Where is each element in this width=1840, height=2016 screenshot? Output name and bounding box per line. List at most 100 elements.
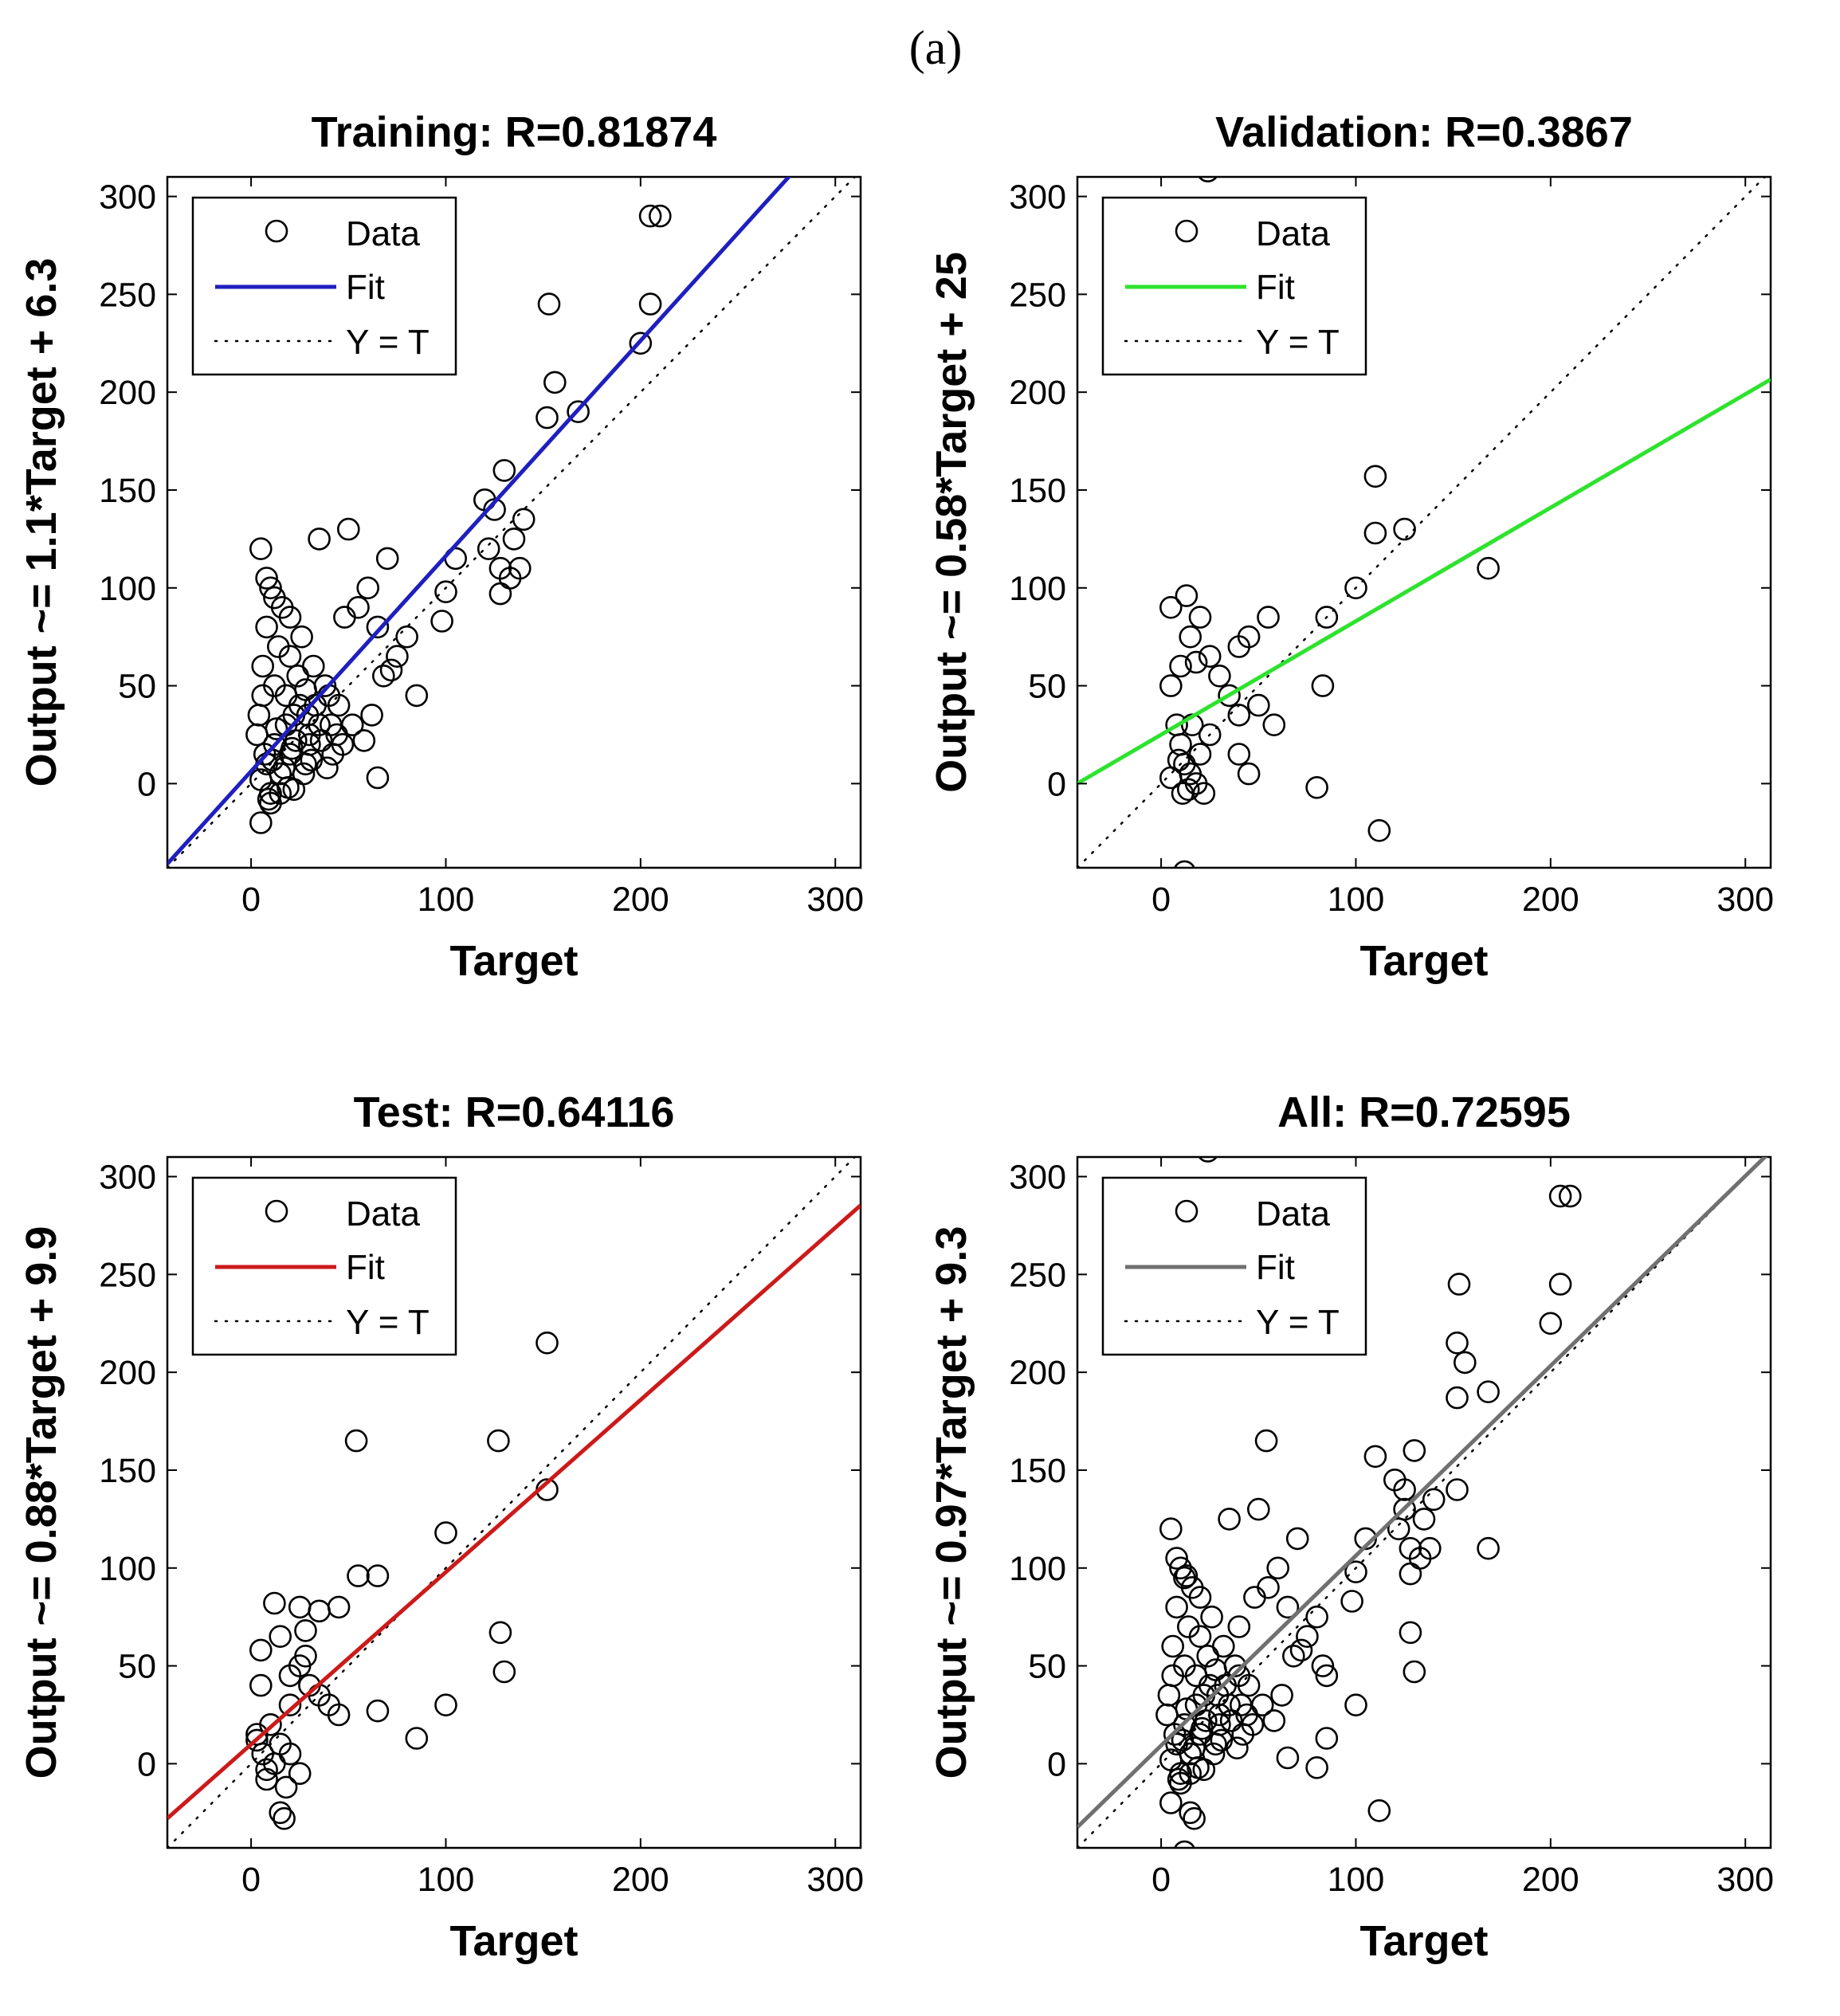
y-tick-label: 200 [1009, 374, 1066, 412]
data-point [1393, 517, 1416, 541]
chart-title: All: R=0.72595 [1277, 1088, 1571, 1136]
chart-training: Training: R=0.81874 0 100 200 300 0 50 100 150 20… [18, 108, 864, 985]
data-point [1159, 1791, 1183, 1814]
data-point [1241, 1713, 1265, 1736]
data-point [1227, 743, 1251, 766]
data-point [273, 1806, 296, 1830]
data-point [245, 1728, 269, 1752]
data-point [543, 371, 567, 394]
data-point [405, 684, 429, 708]
data-point [1188, 606, 1212, 629]
data-point [1226, 1736, 1249, 1759]
y-tick-label: 300 [99, 178, 156, 217]
data-point [269, 762, 292, 786]
data-point [1161, 1634, 1184, 1658]
data-point [1198, 645, 1222, 669]
data-point [477, 537, 500, 561]
data-point [1184, 650, 1208, 674]
data-point [567, 400, 590, 424]
data-point [1214, 1673, 1237, 1697]
y-axis-label: Output ~= 0.88*Target + 9.9 [18, 1226, 65, 1779]
chart-title: Training: R=0.81874 [312, 108, 717, 156]
data-point [336, 517, 360, 541]
data-point [1161, 1664, 1184, 1688]
data-point [263, 1591, 286, 1615]
data-point [1393, 1497, 1416, 1521]
x-tick-label: 100 [418, 1861, 475, 1899]
data-point [1363, 1445, 1387, 1469]
legend-entry-label: Data [346, 214, 420, 253]
data-point [1315, 1664, 1339, 1688]
data-point [1548, 1184, 1572, 1208]
data-point [1218, 1508, 1241, 1531]
data-point [331, 732, 355, 756]
identity-line [167, 1157, 857, 1848]
data-point [249, 537, 273, 561]
data-point [294, 1619, 317, 1642]
data-point [1446, 1332, 1469, 1355]
data-point [1344, 1560, 1367, 1583]
x-tick-label: 100 [1328, 1861, 1385, 1899]
data-point [1315, 1727, 1339, 1750]
data-point [1208, 1713, 1231, 1736]
y-tick-label: 250 [1009, 276, 1066, 314]
data-point [1363, 521, 1387, 545]
data-point [1311, 1654, 1335, 1677]
data-point [1344, 576, 1367, 600]
data-point [1218, 684, 1241, 708]
data-point [1179, 1762, 1202, 1785]
data-point [308, 528, 331, 551]
legend-entry-label: Y = T [1256, 1303, 1340, 1342]
data-point [360, 704, 383, 727]
data-point [1262, 713, 1286, 737]
y-axis-label: Output ~= 0.97*Target + 9.3 [928, 1226, 975, 1779]
data-point [434, 1521, 457, 1544]
data-point [492, 459, 516, 482]
data-point [1179, 625, 1202, 649]
data-point [274, 1775, 298, 1799]
data-point [294, 1645, 317, 1668]
data-point [1171, 1728, 1195, 1752]
data-point [340, 713, 364, 737]
fit-line [167, 177, 792, 865]
y-tick-label: 150 [1009, 472, 1066, 510]
data-point [648, 204, 672, 228]
data-point [1202, 1742, 1226, 1766]
data-point [1198, 723, 1222, 747]
data-point [1163, 1723, 1187, 1746]
data-point [255, 1758, 278, 1782]
data-point [395, 625, 418, 649]
data-point [1198, 177, 1218, 182]
data-point [265, 717, 288, 740]
data-point [1447, 1273, 1471, 1296]
data-point [1446, 1478, 1469, 1501]
y-tick-label: 250 [99, 276, 156, 314]
data-point [1173, 1840, 1195, 1848]
legend-entry-label: Y = T [346, 323, 430, 362]
data-point [1422, 1488, 1446, 1512]
data-point [255, 615, 278, 639]
data-point [1548, 1273, 1572, 1296]
legend: Data Fit Y = T [191, 1176, 457, 1356]
data-point [1477, 1380, 1500, 1403]
x-axis-label: Target [449, 937, 578, 985]
plot-content [167, 1157, 861, 1848]
data-point [488, 1621, 512, 1645]
legend: Data Fit Y = T [191, 196, 457, 376]
data-point [1208, 664, 1231, 688]
fit-line [1077, 377, 1771, 786]
data-point [269, 1625, 292, 1648]
legend-data-marker [265, 219, 288, 243]
y-tick-label: 0 [137, 1745, 156, 1783]
identity-line [167, 177, 857, 868]
y-tick-label: 200 [99, 1354, 156, 1392]
data-point [304, 693, 328, 717]
data-point [508, 556, 532, 580]
data-point [1171, 782, 1195, 806]
y-tick-label: 100 [99, 570, 156, 608]
data-point [249, 1638, 273, 1662]
data-point [1266, 1556, 1289, 1580]
data-point [366, 766, 390, 790]
data-point [1254, 1429, 1278, 1453]
data-point [638, 292, 662, 316]
